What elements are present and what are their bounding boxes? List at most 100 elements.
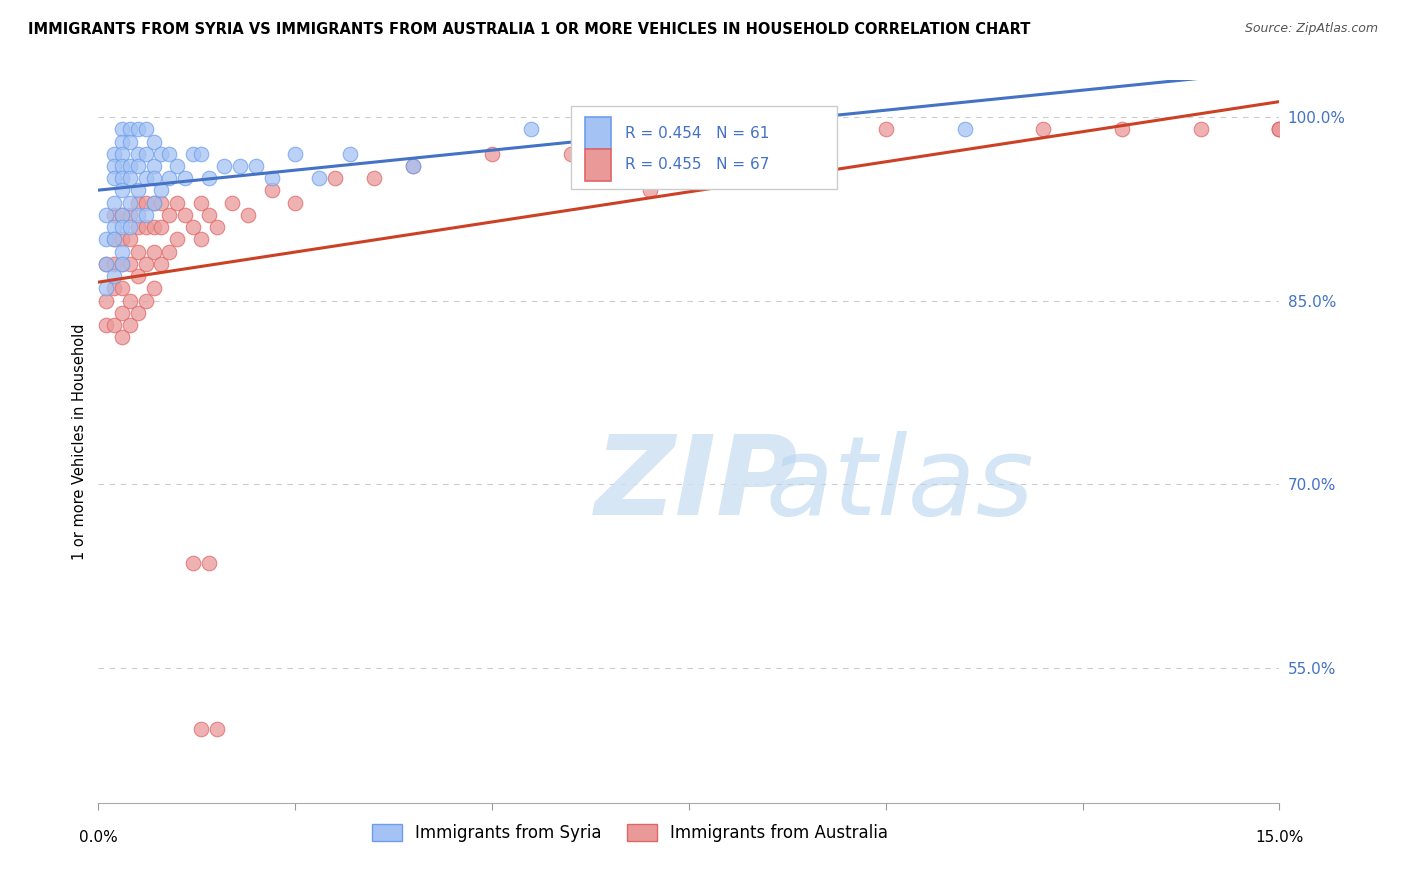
Point: [197, 171, 219, 186]
Point: [118, 220, 141, 235]
Point: [284, 146, 307, 161]
Point: [118, 122, 141, 136]
Point: [135, 220, 157, 235]
Point: [103, 195, 125, 210]
Point: [118, 208, 141, 222]
Point: [1111, 122, 1133, 136]
Point: [142, 135, 165, 149]
Point: [135, 122, 157, 136]
Point: [127, 195, 149, 210]
Point: [638, 184, 661, 198]
Point: [260, 171, 283, 186]
Point: [127, 244, 149, 259]
Point: [118, 293, 141, 308]
Text: R = 0.454   N = 61: R = 0.454 N = 61: [626, 126, 769, 141]
Point: [190, 146, 212, 161]
Point: [118, 195, 141, 210]
Point: [1189, 122, 1212, 136]
Text: R = 0.455   N = 67: R = 0.455 N = 67: [626, 157, 769, 172]
Point: [96, 281, 118, 295]
Point: [181, 220, 204, 235]
Point: [111, 146, 134, 161]
Point: [111, 208, 134, 222]
Point: [96, 208, 118, 222]
Point: [96, 257, 118, 271]
Text: Source: ZipAtlas.com: Source: ZipAtlas.com: [1244, 22, 1378, 36]
Point: [323, 171, 346, 186]
Point: [96, 318, 118, 333]
Point: [118, 135, 141, 149]
Point: [142, 159, 165, 173]
Point: [157, 208, 180, 222]
Point: [875, 122, 897, 136]
Point: [118, 232, 141, 246]
Point: [135, 293, 157, 308]
Point: [118, 318, 141, 333]
Y-axis label: 1 or more Vehicles in Household: 1 or more Vehicles in Household: [72, 323, 87, 560]
Point: [150, 184, 173, 198]
Point: [174, 208, 197, 222]
Point: [150, 195, 173, 210]
Point: [190, 723, 212, 737]
Point: [127, 184, 149, 198]
Point: [205, 220, 228, 235]
Point: [1268, 122, 1291, 136]
Point: [796, 122, 818, 136]
Point: [142, 244, 165, 259]
FancyBboxPatch shape: [571, 105, 837, 189]
Point: [520, 122, 543, 136]
Point: [111, 244, 134, 259]
Point: [142, 195, 165, 210]
Point: [1268, 122, 1291, 136]
Point: [190, 232, 212, 246]
Point: [103, 232, 125, 246]
Point: [560, 146, 582, 161]
Point: [142, 195, 165, 210]
Point: [103, 257, 125, 271]
Point: [142, 171, 165, 186]
Point: [1032, 122, 1054, 136]
Point: [111, 330, 134, 344]
Point: [118, 171, 141, 186]
Point: [135, 171, 157, 186]
Point: [181, 146, 204, 161]
Point: [166, 232, 188, 246]
Point: [111, 232, 134, 246]
Point: [953, 122, 976, 136]
Point: [181, 556, 204, 570]
FancyBboxPatch shape: [585, 117, 612, 149]
Text: atlas: atlas: [766, 432, 1035, 539]
Point: [756, 122, 779, 136]
Point: [166, 195, 188, 210]
Point: [111, 257, 134, 271]
Point: [127, 159, 149, 173]
Point: [127, 122, 149, 136]
Point: [157, 171, 180, 186]
Point: [135, 257, 157, 271]
Point: [197, 556, 219, 570]
Point: [103, 159, 125, 173]
Point: [103, 269, 125, 284]
Point: [142, 281, 165, 295]
Point: [308, 171, 330, 186]
Point: [135, 208, 157, 222]
Point: [111, 184, 134, 198]
Text: 0.0%: 0.0%: [79, 830, 118, 845]
Point: [111, 122, 134, 136]
Point: [135, 195, 157, 210]
Point: [103, 171, 125, 186]
Text: 15.0%: 15.0%: [1256, 830, 1303, 845]
Point: [111, 220, 134, 235]
Point: [103, 281, 125, 295]
Text: IMMIGRANTS FROM SYRIA VS IMMIGRANTS FROM AUSTRALIA 1 OR MORE VEHICLES IN HOUSEHO: IMMIGRANTS FROM SYRIA VS IMMIGRANTS FROM…: [28, 22, 1031, 37]
Point: [127, 220, 149, 235]
Point: [111, 306, 134, 320]
Point: [363, 171, 385, 186]
Point: [245, 159, 267, 173]
Point: [221, 195, 243, 210]
Point: [157, 244, 180, 259]
Point: [103, 232, 125, 246]
Text: ZIP: ZIP: [595, 432, 799, 539]
Point: [236, 208, 259, 222]
Point: [284, 195, 307, 210]
